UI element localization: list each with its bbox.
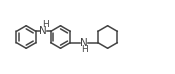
Text: H: H bbox=[81, 45, 88, 54]
Text: N: N bbox=[40, 26, 47, 36]
Text: N: N bbox=[80, 38, 88, 48]
Text: H: H bbox=[42, 20, 49, 29]
